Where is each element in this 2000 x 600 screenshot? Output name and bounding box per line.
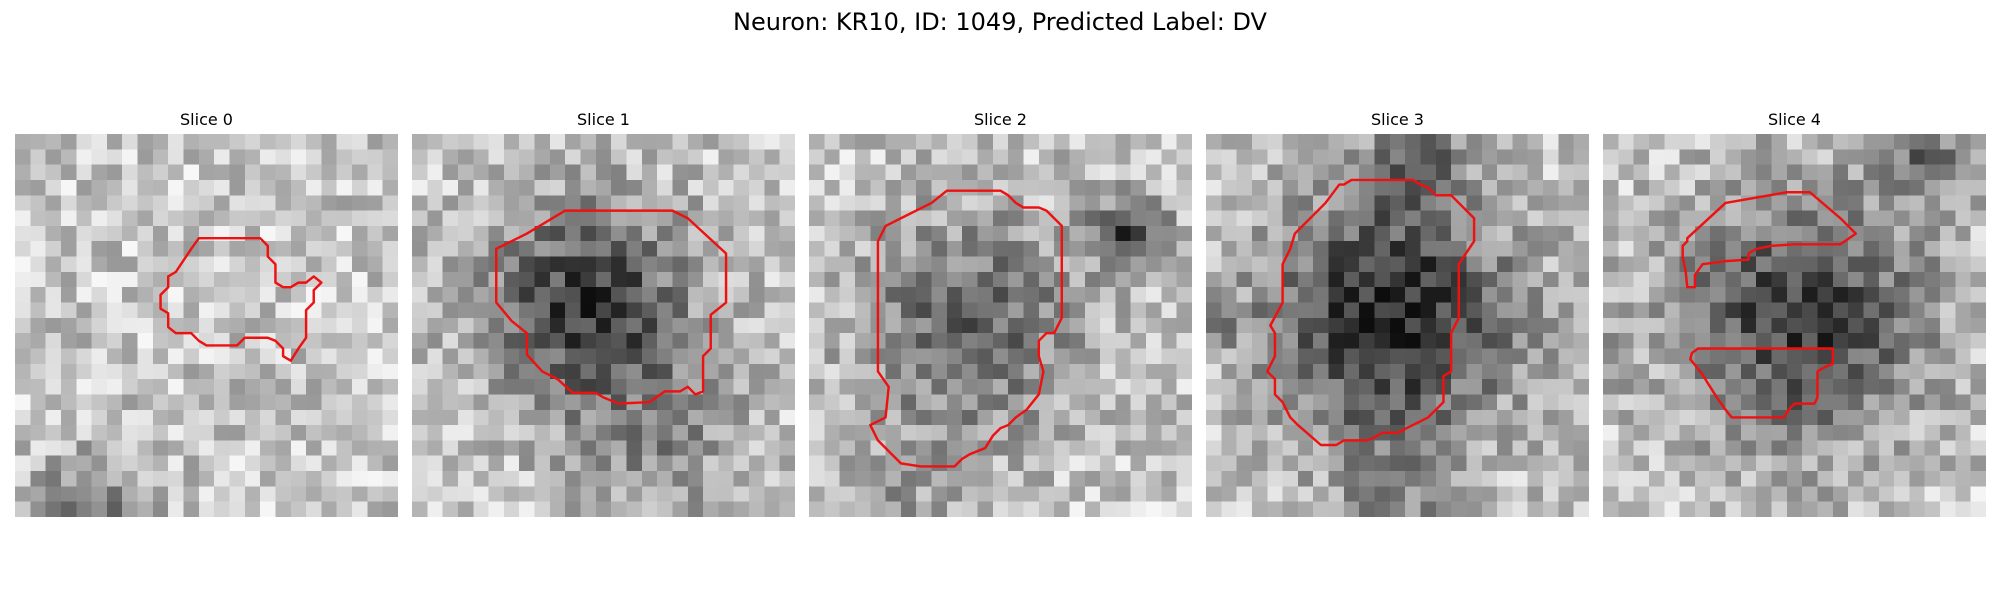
roi-contour-1 [495, 209, 728, 405]
roi-contour-0 [159, 236, 323, 362]
slice-panel-1: Slice 1 [412, 108, 795, 517]
slice-image-4 [1603, 134, 1986, 517]
slice-panel-4: Slice 4 [1603, 108, 1986, 517]
slice-title-4: Slice 4 [1768, 110, 1821, 129]
slice-image-0 [15, 134, 398, 517]
slice-panel-3: Slice 3 [1206, 108, 1589, 517]
slice-image-1 [412, 134, 795, 517]
slice-image-2 [809, 134, 1192, 517]
slice-title-0: Slice 0 [180, 110, 233, 129]
roi-contour-4 [1681, 190, 1858, 289]
slice-title-2: Slice 2 [974, 110, 1027, 129]
slice-panel-2: Slice 2 [809, 108, 1192, 517]
slice-image-3 [1206, 134, 1589, 517]
figure-title: Neuron: KR10, ID: 1049, Predicted Label:… [733, 8, 1267, 36]
roi-contour-2 [869, 189, 1064, 468]
slice-title-1: Slice 1 [577, 110, 630, 129]
slice-title-3: Slice 3 [1371, 110, 1424, 129]
slice-panel-0: Slice 0 [15, 108, 398, 517]
roi-contour-3 [1266, 178, 1476, 447]
roi-contour-4b [1689, 347, 1835, 419]
